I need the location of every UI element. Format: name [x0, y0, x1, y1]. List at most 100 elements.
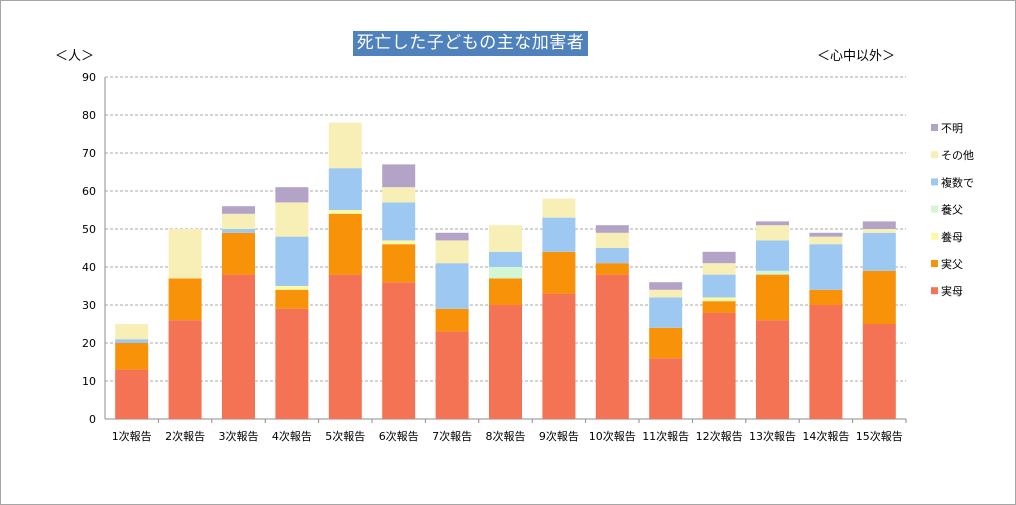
bar-segment [649, 327, 683, 359]
bar-segment [222, 274, 255, 419]
bar-segment [489, 305, 522, 419]
legend-label: その他 [941, 149, 974, 162]
bar-segment [115, 343, 149, 370]
x-tick-label: 4次報告 [272, 429, 312, 443]
legend-swatch [931, 205, 938, 213]
legend-swatch [931, 124, 938, 131]
y-tick-label: 0 [89, 413, 96, 426]
bar-segment [756, 240, 789, 271]
bar-segment [489, 267, 522, 279]
x-tick-label: 6次報告 [379, 429, 419, 443]
chart-title: 死亡した子どもの主な加害者 [353, 31, 588, 56]
bar-segment [756, 274, 789, 321]
chart-subtitle: ＜心中以外＞ [817, 49, 896, 64]
bar-segment [702, 274, 736, 298]
legend-swatch [931, 151, 938, 159]
bar-segment [382, 282, 416, 419]
bar-segment [168, 229, 202, 279]
bar-segment [542, 293, 576, 419]
bar-segment [168, 278, 202, 321]
bar-segment [809, 244, 843, 290]
bar-segment [328, 210, 362, 214]
bar-segment [595, 225, 629, 233]
bar-segment [222, 206, 255, 214]
bar-segment [435, 232, 469, 241]
x-tick-label: 9次報告 [539, 429, 579, 443]
bar-segment [862, 229, 896, 233]
bar-segment [328, 122, 362, 169]
x-tick-label: 8次報告 [486, 429, 526, 443]
bar-segment [168, 320, 202, 419]
x-tick-label: 11次報告 [642, 429, 689, 443]
x-tick-label: 14次報告 [802, 429, 849, 443]
bar-segment [542, 251, 576, 294]
bar-segment [809, 232, 843, 237]
bar-segment [328, 213, 362, 275]
legend-swatch [931, 287, 938, 295]
bar-segment [649, 289, 683, 298]
bar-segment [702, 251, 736, 264]
bar-segment [702, 297, 736, 302]
legend-label: 複数で [941, 175, 974, 189]
y-tick-label: 90 [82, 71, 96, 84]
bar-segment [862, 324, 896, 419]
bar-segment [756, 221, 789, 226]
bar-segment [756, 320, 789, 419]
bar-segment [595, 248, 629, 264]
x-tick-label: 3次報告 [219, 429, 259, 443]
bar-segment [435, 331, 469, 419]
legend-swatch [931, 260, 938, 267]
bar-segment [382, 164, 416, 188]
bar-segment [809, 305, 843, 419]
bar-segment [649, 282, 683, 290]
bar-segment [595, 263, 629, 275]
bar-segment [862, 270, 896, 324]
bar-segment [542, 198, 576, 218]
bar-segment [222, 232, 255, 275]
bar-segment [115, 324, 149, 340]
bar-segment [275, 286, 309, 290]
bar-segment [489, 225, 522, 252]
bar-segment [542, 217, 576, 252]
y-tick-label: 60 [82, 185, 96, 198]
bar-segment [595, 274, 629, 419]
bar-segment [435, 308, 469, 332]
bar-segment [275, 187, 309, 203]
bar-segment [382, 187, 416, 203]
legend-label: 養母 [941, 230, 963, 244]
y-tick-label: 50 [82, 223, 96, 236]
bar-segment [115, 369, 149, 419]
bar-segment [382, 202, 416, 241]
bar-segment [115, 339, 149, 343]
legend-label: 養父 [941, 203, 963, 217]
y-axis-unit-label: ＜人＞ [55, 49, 95, 64]
bar-segment [275, 236, 309, 286]
y-tick-label: 80 [82, 109, 96, 122]
y-tick-label: 70 [82, 147, 96, 160]
x-tick-label: 7次報告 [432, 429, 472, 443]
bar-segment [595, 232, 629, 248]
y-tick-label: 30 [82, 299, 96, 312]
bar-segment [435, 263, 469, 309]
bar-segment [328, 168, 362, 210]
x-tick-label: 15次報告 [856, 429, 903, 443]
x-tick-label: 2次報告 [165, 429, 205, 443]
bar-segment [862, 221, 896, 229]
bar-segment [809, 289, 843, 305]
legend-swatch [931, 178, 938, 186]
bar-segment [649, 297, 683, 328]
bar-segment [702, 301, 736, 313]
bar-segment [328, 274, 362, 419]
bar-segment [489, 278, 522, 305]
legend-label: 実父 [941, 257, 963, 271]
x-tick-label: 5次報告 [325, 429, 365, 443]
bar-segment [862, 232, 896, 271]
legend-label: 不明 [941, 122, 963, 135]
bar-segment [702, 263, 736, 275]
bar-segment [275, 289, 309, 309]
x-tick-label: 13次報告 [749, 429, 796, 443]
bar-segment [222, 213, 255, 229]
x-tick-label: 10次報告 [589, 429, 636, 443]
y-tick-label: 20 [82, 337, 96, 350]
